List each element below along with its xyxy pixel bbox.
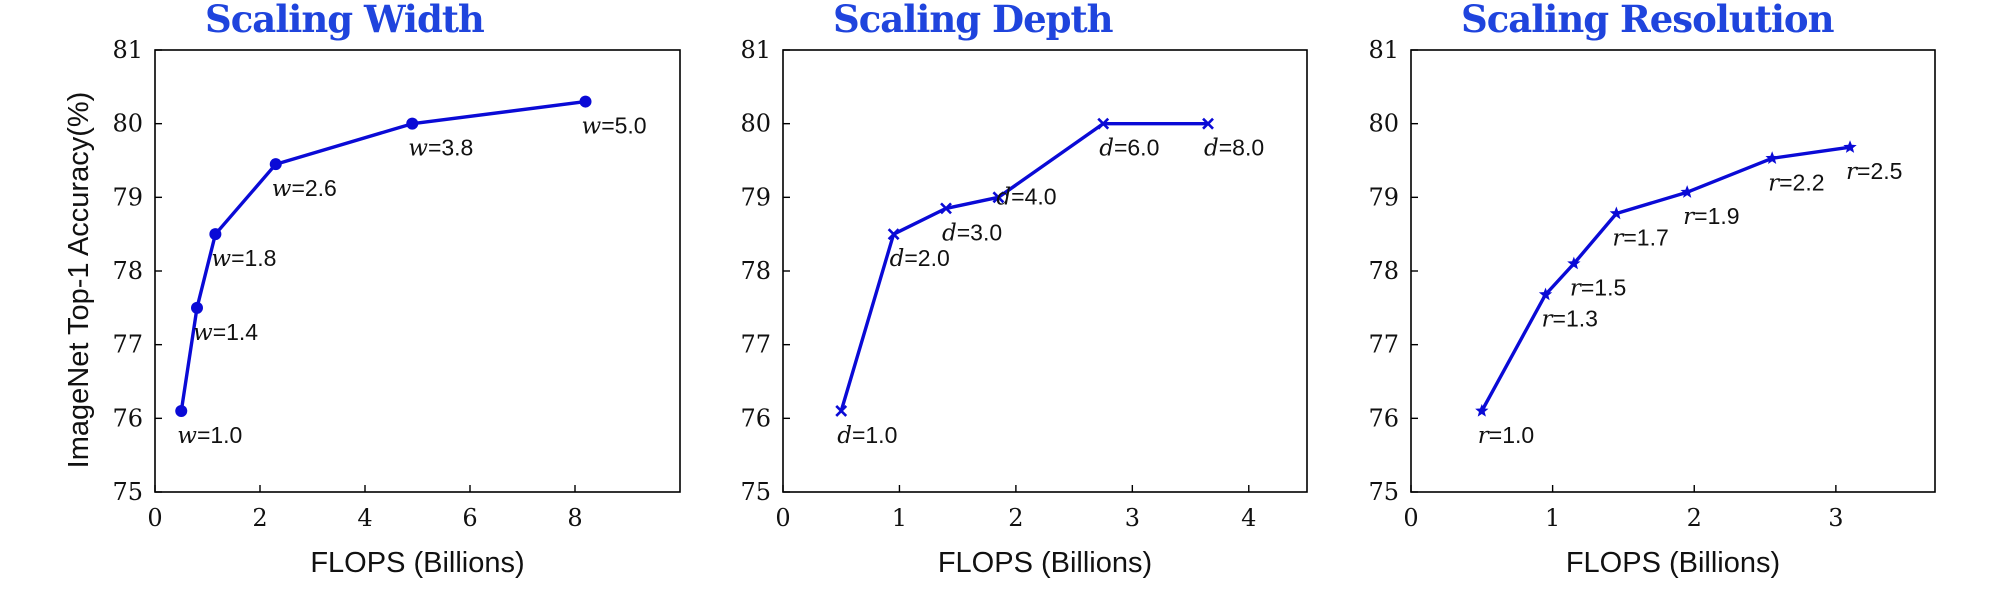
x-axis-label: FLOPS (Billions) [310,547,524,579]
data-point-marker [1843,140,1857,153]
point-label: w=2.6 [272,175,337,202]
y-tick-label: 76 [740,404,771,432]
point-label: d=3.0 [942,219,1002,246]
x-tick-label: 1 [1545,504,1560,532]
data-point-marker [1475,403,1489,417]
data-point-marker [579,95,592,108]
data-point-marker [1609,206,1624,220]
y-tick-label: 75 [112,478,143,506]
y-tick-label: 76 [1368,404,1399,432]
panel-scaling-depth: Scaling Depth 75 76 77 78 79 80 81 0 1 2 3 4 FLOPS (B… [740,0,1308,579]
point-label: w=1.8 [211,245,276,272]
x-tick-label: 2 [1687,504,1702,532]
x-tick-label: 0 [1403,504,1418,532]
y-tick-label: 75 [740,478,771,506]
point-label: d=1.0 [837,422,897,449]
y-tick-label: 81 [1368,36,1399,64]
y-tick-label: 79 [740,183,771,211]
x-tick-label: 2 [252,504,267,532]
point-label: w=5.0 [582,113,647,140]
data-point-marker [1202,117,1214,130]
y-tick-label: 81 [112,36,143,64]
series-line-scaling-depth [839,121,1208,412]
data-point-marker [406,117,419,130]
point-label: w=1.0 [177,422,242,449]
y-tick-label: 77 [740,331,771,359]
y-tick-label: 77 [1368,331,1399,359]
x-axis-label: FLOPS (Billions) [1566,547,1780,579]
data-point-marker [1765,151,1779,164]
x-tick-label: 0 [775,504,790,532]
y-tick-label: 78 [1368,257,1399,285]
data-point-marker [1680,185,1694,198]
x-tick-label: 4 [1241,504,1256,532]
data-point-marker [940,202,952,215]
x-tick-label: 3 [1125,504,1140,532]
point-label: w=3.8 [408,135,473,162]
point-label: r=1.9 [1683,203,1739,230]
y-tick-label: 79 [112,183,143,211]
point-label: d=6.0 [1099,135,1159,162]
y-axis-label: ImageNet Top-1 Accuracy(%) [63,92,95,469]
point-label: d=2.0 [890,245,950,272]
point-label: d=8.0 [1204,135,1264,162]
point-label: r=2.2 [1768,169,1824,196]
panel-scaling-resolution: Scaling Resolution 75 76 77 78 79 80 81 0 1 2 3 FLOP… [1368,0,1936,579]
series-line-scaling-width [179,99,586,412]
data-point-marker [992,191,1005,204]
x-tick-label: 1 [892,504,907,532]
data-point-marker [1538,287,1553,301]
point-label: r=1.5 [1570,275,1626,302]
point-label: r=1.7 [1612,225,1668,252]
x-tick-label: 4 [357,504,372,532]
x-tick-label: 3 [1828,504,1843,532]
y-tick-label: 76 [112,404,143,432]
data-point-marker [887,228,900,241]
data-point-marker [191,301,203,314]
data-point-marker [269,158,282,171]
data-point-marker [835,405,848,417]
x-axis-label: FLOPS (Billions) [938,547,1152,579]
y-tick-label: 75 [1368,478,1399,506]
data-point-marker [1567,256,1581,270]
point-label: r=1.3 [1542,306,1598,333]
y-tick-label: 80 [112,110,143,138]
panel-title: Scaling Resolution [1461,0,1835,41]
point-label: w=1.4 [193,319,258,346]
point-label: r=2.5 [1846,158,1902,185]
y-tick-label: 78 [740,257,771,285]
point-label: r=1.0 [1478,422,1534,449]
x-tick-label: 8 [567,504,582,532]
point-label: d=4.0 [996,183,1056,210]
y-tick-label: 79 [1368,183,1399,211]
data-point-marker [175,404,188,417]
y-tick-label: 80 [740,110,771,138]
panels-group: Scaling Width 75 76 77 78 79 80 81 0 2 4 6 8 FLOPS (B… [112,0,1936,579]
x-tick-label: 0 [147,504,162,532]
x-tick-label: 6 [462,504,477,532]
x-tick-label: 2 [1008,504,1023,532]
data-point-marker [1097,117,1110,130]
panel-title: Scaling Width [205,0,485,41]
y-tick-label: 81 [740,36,771,64]
data-point-marker [209,228,222,241]
y-tick-label: 77 [112,331,143,359]
panel-scaling-width: Scaling Width 75 76 77 78 79 80 81 0 2 4 6 8 FLOPS (B… [112,0,681,579]
y-tick-label: 78 [112,257,143,285]
panel-title: Scaling Depth [833,0,1114,41]
y-tick-label: 80 [1368,110,1399,138]
